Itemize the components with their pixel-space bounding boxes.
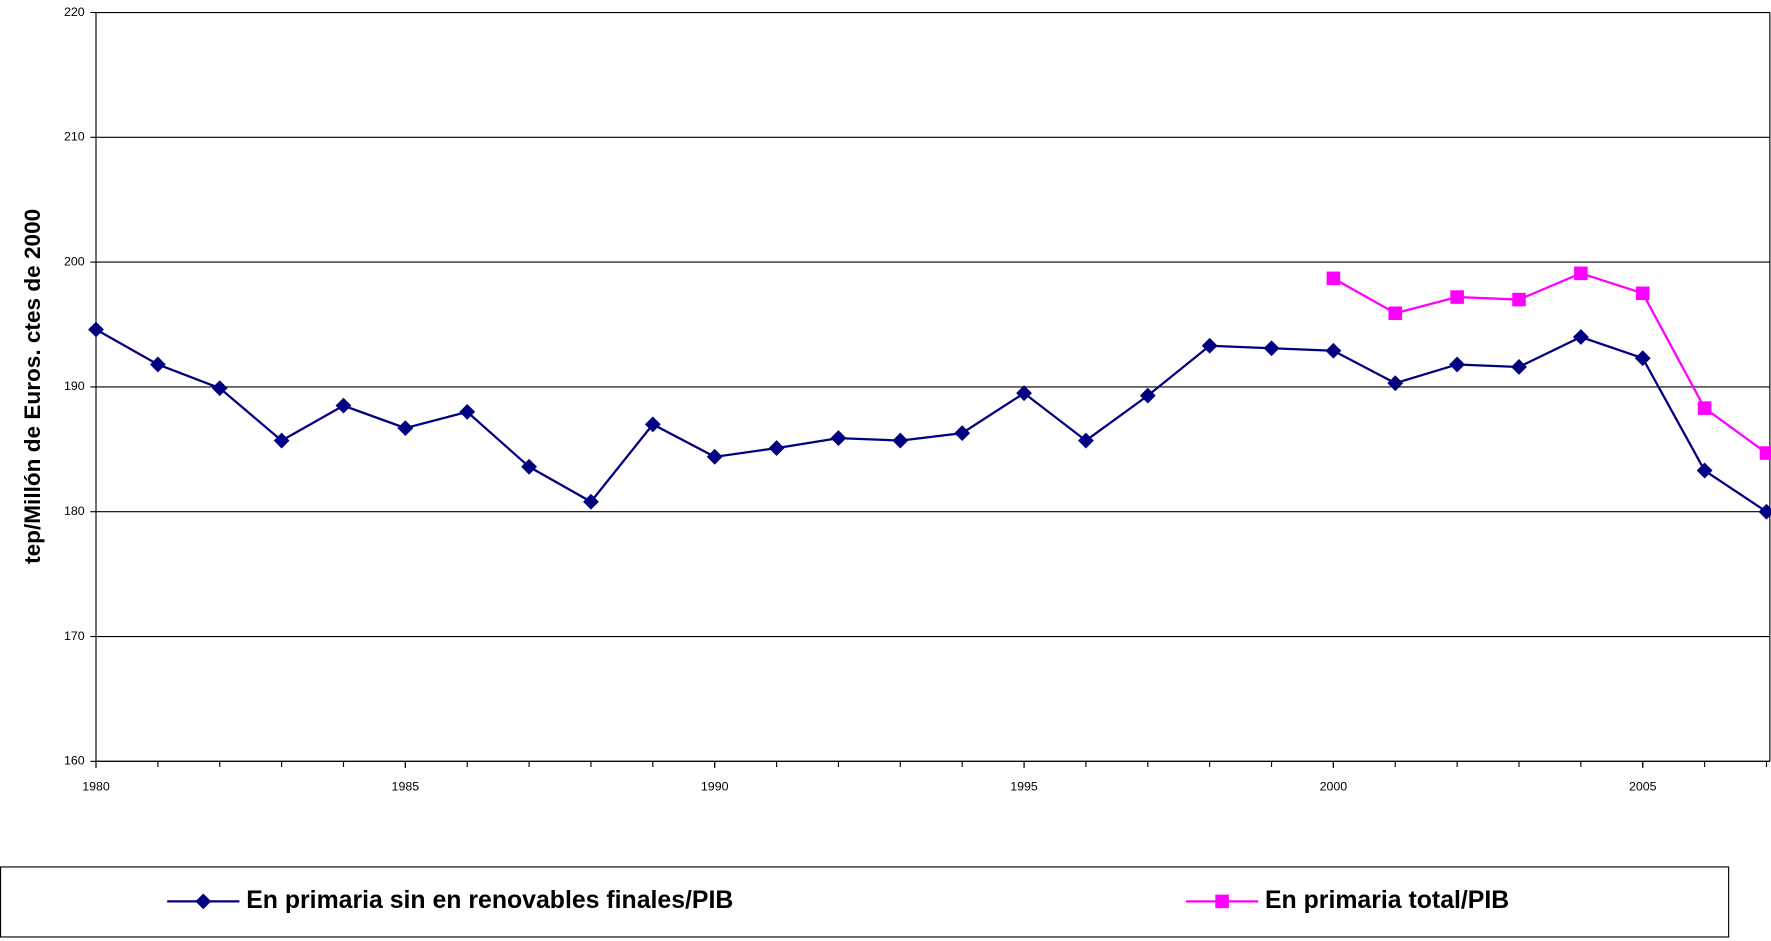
- marker: [273, 432, 290, 449]
- marker: [1635, 286, 1650, 301]
- marker: [1759, 446, 1771, 460]
- marker: [1450, 290, 1464, 304]
- marker: [1201, 337, 1218, 354]
- marker: [1325, 342, 1342, 359]
- marker: [830, 430, 847, 446]
- y-tick-label: 200: [64, 254, 85, 268]
- y-tick-label: 220: [64, 5, 85, 19]
- y-tick-label: 160: [64, 754, 85, 768]
- series-line: [95, 328, 1768, 513]
- marker: [1139, 387, 1156, 404]
- x-tick-label: 2000: [1320, 780, 1348, 794]
- marker: [1326, 271, 1341, 286]
- legend-marker: [1215, 894, 1229, 909]
- y-axis-title: tep/Millón de Euros. ctes de 2000: [20, 209, 45, 564]
- marker: [1574, 266, 1588, 281]
- series-line: [1332, 272, 1768, 454]
- marker: [583, 493, 599, 510]
- x-tick-label: 1995: [1010, 780, 1038, 794]
- marker: [335, 397, 352, 414]
- x-tick-label: 2005: [1629, 780, 1657, 794]
- legend-marker: [195, 893, 212, 910]
- marker: [768, 440, 785, 456]
- marker: [1696, 462, 1713, 479]
- marker: [1078, 432, 1094, 449]
- marker: [1387, 375, 1404, 392]
- marker: [1263, 340, 1280, 357]
- y-tick-label: 190: [64, 379, 85, 393]
- marker: [954, 425, 971, 442]
- marker: [706, 448, 723, 465]
- x-tick-label: 1990: [701, 780, 729, 794]
- marker: [1511, 359, 1527, 375]
- marker: [644, 416, 661, 433]
- legend-box: [0, 866, 1730, 938]
- y-tick-label: 180: [64, 504, 85, 518]
- marker: [459, 403, 476, 420]
- marker: [397, 420, 414, 437]
- marker: [88, 321, 104, 338]
- marker: [1449, 356, 1466, 373]
- marker: [1572, 329, 1589, 345]
- marker: [1697, 401, 1712, 415]
- marker: [211, 380, 228, 397]
- legend-label: En primaria sin en renovables finales/PI…: [246, 887, 733, 914]
- legend-label: En primaria total/PIB: [1265, 887, 1509, 914]
- marker: [1388, 306, 1403, 321]
- marker: [1758, 503, 1771, 520]
- marker: [1512, 292, 1526, 307]
- marker: [892, 432, 909, 449]
- y-tick-label: 170: [64, 629, 85, 643]
- x-tick-label: 1980: [82, 780, 110, 794]
- y-tick-label: 210: [64, 130, 85, 144]
- marker: [521, 458, 537, 475]
- x-tick-label: 1985: [392, 780, 420, 794]
- marker: [1634, 350, 1651, 367]
- marker: [1016, 385, 1032, 402]
- marker: [149, 356, 166, 373]
